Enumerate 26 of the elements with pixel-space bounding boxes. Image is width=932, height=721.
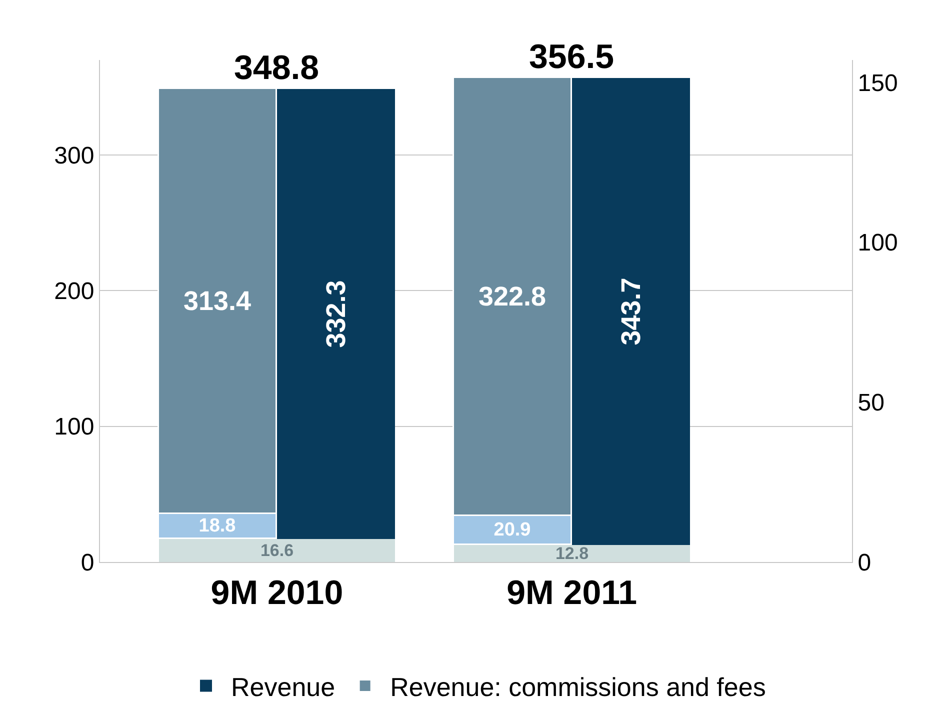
y-tick-label: 0 xyxy=(80,549,94,576)
bar xyxy=(159,539,395,562)
x-tick-label: 9M 2010 xyxy=(210,574,344,612)
data-label: 12.8 xyxy=(555,544,589,563)
x-tick-label: 9M 2011 xyxy=(506,574,638,612)
y2-tick-label: 150 xyxy=(858,70,898,97)
y-tick-label: 100 xyxy=(54,414,94,441)
data-label: 313.4 xyxy=(183,286,252,316)
data-label: 343.7 xyxy=(616,278,646,346)
y2-tick-label: 100 xyxy=(858,230,898,257)
data-label: 322.8 xyxy=(478,281,546,312)
data-label: 18.8 xyxy=(198,515,236,536)
bar xyxy=(572,78,690,545)
y-tick-label: 200 xyxy=(54,278,94,306)
y-tick-label: 300 xyxy=(54,142,94,170)
legend-label: Revenue xyxy=(231,672,336,702)
legend-label: Revenue: commissions and fees xyxy=(390,672,766,702)
y2-tick-label: 0 xyxy=(858,549,872,576)
annotation: 356.5 xyxy=(529,38,614,76)
bar xyxy=(454,545,690,562)
y2-tick-label: 50 xyxy=(858,390,885,417)
data-label: 332.3 xyxy=(321,280,351,348)
annotation: 348.8 xyxy=(234,49,320,87)
data-label: 20.9 xyxy=(494,519,531,540)
data-label: 16.6 xyxy=(260,541,294,560)
bar xyxy=(277,89,395,539)
